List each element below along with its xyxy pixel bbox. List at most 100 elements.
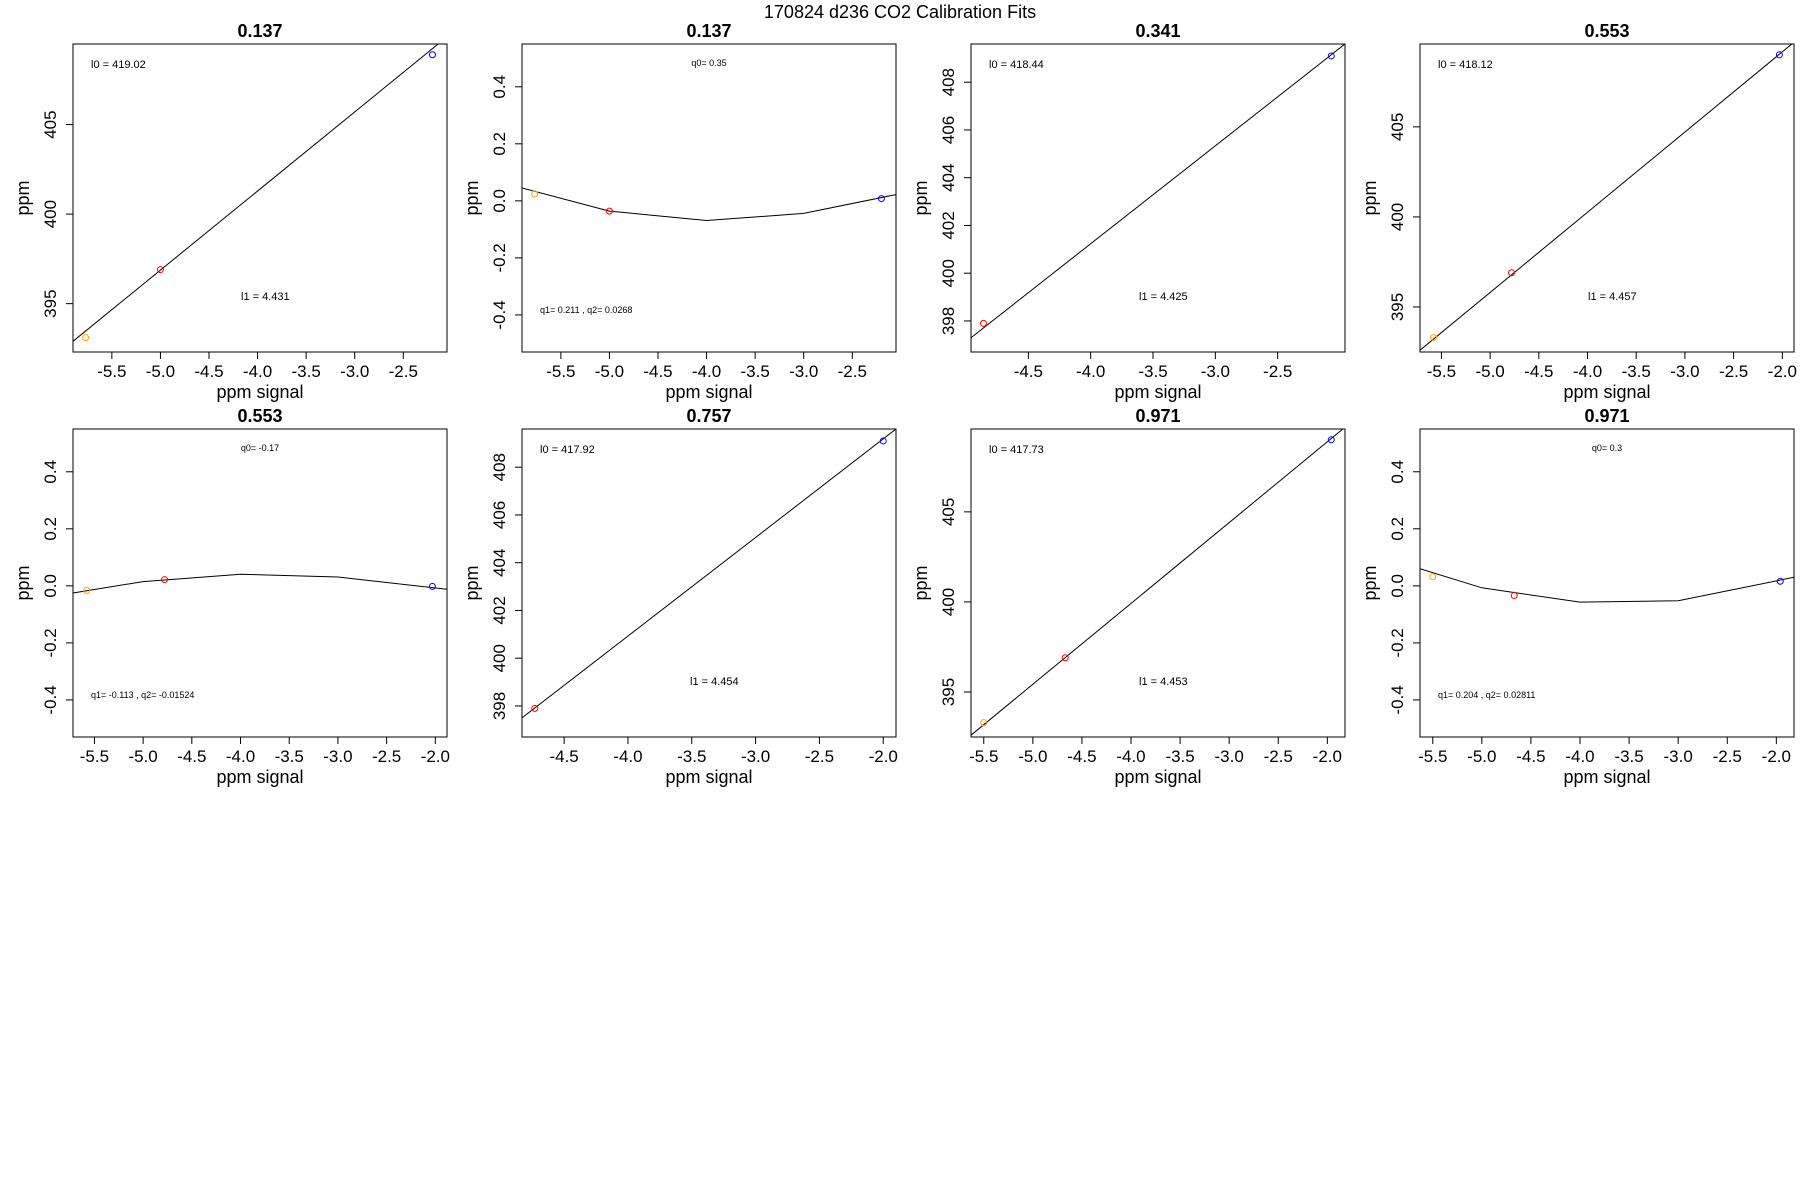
plot-frame <box>521 428 897 738</box>
x-tick-label: -5.5 <box>969 747 998 766</box>
x-tick-label: -5.0 <box>1018 747 1047 766</box>
x-tick-label: -5.0 <box>1467 747 1496 766</box>
y-tick-label: 0.4 <box>490 75 509 99</box>
y-tick-label: -0.2 <box>1388 628 1407 657</box>
y-tick-label: 395 <box>939 678 958 706</box>
y-tick-label: 402 <box>490 596 509 624</box>
panel-5: 0.553 -5.5 -5.0 -4.5 -4.0 -3.5 -3.0 -2.5 -2.0 ppm… <box>13 406 450 787</box>
y-tick-label: 0.2 <box>41 517 60 541</box>
x-tick-label: -2.5 <box>1713 747 1742 766</box>
data-point <box>1061 654 1069 662</box>
y-tick-label: 0.4 <box>41 460 60 484</box>
x-tick-label: -2.0 <box>421 747 450 766</box>
y-axis-label: ppm <box>13 180 33 215</box>
x-axis-label: ppm signal <box>1114 767 1201 787</box>
y-tick-label: 404 <box>490 549 509 577</box>
panel-title: 0.971 <box>1584 406 1629 426</box>
x-tick-label: -3.0 <box>741 747 770 766</box>
slope-annotation: l1 = 4.454 <box>690 676 739 688</box>
panel-title: 0.137 <box>237 21 282 41</box>
y-axis-label: ppm <box>911 565 931 600</box>
y-tick-label: 400 <box>939 259 958 287</box>
data-point <box>531 704 539 712</box>
y-tick-label: 408 <box>939 68 958 96</box>
x-tick-label: -5.0 <box>1475 362 1504 381</box>
data-point <box>1510 592 1518 600</box>
x-tick-label: -5.0 <box>595 362 624 381</box>
x-tick-label: -3.0 <box>1670 362 1699 381</box>
x-tick-label: -4.0 <box>1565 747 1594 766</box>
x-tick-label: -2.5 <box>389 362 418 381</box>
y-tick-label: 0.0 <box>1388 574 1407 598</box>
fit-line <box>73 573 447 594</box>
x-tick-label: -3.5 <box>1138 362 1167 381</box>
x-tick-label: -5.5 <box>97 362 126 381</box>
y-tick-label: 400 <box>41 200 60 228</box>
panel-title: 0.553 <box>237 406 282 426</box>
x-tick-label: -4.5 <box>643 362 672 381</box>
data-point <box>428 582 436 590</box>
y-tick-label: 395 <box>1388 293 1407 321</box>
x-tick-label: -3.5 <box>740 362 769 381</box>
y-tick-label: 408 <box>490 453 509 481</box>
y-axis-label: ppm <box>911 180 931 215</box>
panel-title: 0.137 <box>686 21 731 41</box>
x-tick-label: -4.5 <box>1516 747 1545 766</box>
x-tick-label: -3.0 <box>323 747 352 766</box>
plot-frame <box>72 43 448 353</box>
intercept-annotation: l0 = 418.12 <box>1438 59 1493 71</box>
x-tick-label: -2.0 <box>869 747 898 766</box>
data-point <box>161 576 169 584</box>
data-point <box>879 437 887 445</box>
x-tick-label: -4.5 <box>177 747 206 766</box>
x-tick-label: -2.0 <box>1313 747 1342 766</box>
y-axis-label: ppm <box>1360 180 1380 215</box>
x-tick-label: -3.0 <box>789 362 818 381</box>
intercept-annotation: l0 = 418.44 <box>989 59 1044 71</box>
plot-frame <box>970 428 1346 738</box>
y-tick-label: -0.4 <box>41 685 60 714</box>
y-tick-label: -0.4 <box>1388 685 1407 714</box>
y-axis-label: ppm <box>462 180 482 215</box>
x-tick-label: -3.0 <box>340 362 369 381</box>
y-tick-label: 0.2 <box>490 132 509 156</box>
x-tick-label: -2.0 <box>1768 362 1797 381</box>
x-tick-label: -3.5 <box>291 362 320 381</box>
panels: 0.137 -5.5 -5.0 -4.5 -4.0 -3.5 -3.0 -2.5 ppm sig… <box>13 21 1797 787</box>
fit-line <box>1420 568 1794 603</box>
panel-title: 0.971 <box>1135 406 1180 426</box>
panel-2: 0.137 -5.5 -5.0 -4.5 -4.0 -3.5 -3.0 -2.5 ppm sig… <box>462 21 897 402</box>
slope-annotation: l1 = 4.431 <box>241 291 290 303</box>
q1-q2-annotation: q1= 0.204 , q2= 0.02811 <box>1438 690 1535 700</box>
fit-line <box>971 429 1344 736</box>
q0-annotation: q0= 0.3 <box>1592 443 1622 453</box>
slope-annotation: l1 = 4.457 <box>1588 291 1637 303</box>
x-tick-label: -2.5 <box>1264 747 1293 766</box>
plot-frame <box>1419 43 1795 353</box>
y-tick-label: 0.4 <box>1388 460 1407 484</box>
y-tick-label: 395 <box>41 289 60 317</box>
x-tick-label: -5.5 <box>1427 362 1456 381</box>
y-tick-label: 398 <box>939 307 958 335</box>
y-tick-label: 0.2 <box>1388 517 1407 541</box>
y-tick-label: -0.2 <box>41 628 60 657</box>
y-tick-label: 405 <box>41 110 60 138</box>
x-tick-label: -4.0 <box>613 747 642 766</box>
x-tick-label: -4.0 <box>1116 747 1145 766</box>
x-tick-label: -5.0 <box>128 747 157 766</box>
x-axis-label: ppm signal <box>1563 382 1650 402</box>
x-tick-label: -3.5 <box>275 747 304 766</box>
panel-7: 0.971 -5.5 -5.0 -4.5 -4.0 -3.5 -3.0 -2.5 -2.0 ppm… <box>911 406 1346 787</box>
data-point <box>428 51 436 59</box>
panel-title: 0.757 <box>686 406 731 426</box>
x-tick-label: -5.0 <box>146 362 175 381</box>
q0-annotation: q0= -0.17 <box>241 443 279 453</box>
data-point <box>1429 573 1437 581</box>
y-tick-label: 400 <box>490 644 509 672</box>
data-point <box>531 190 539 198</box>
panel-1: 0.137 -5.5 -5.0 -4.5 -4.0 -3.5 -3.0 -2.5 ppm sig… <box>13 21 448 402</box>
x-tick-label: -2.5 <box>372 747 401 766</box>
data-point <box>1430 334 1438 342</box>
x-tick-label: -3.0 <box>1664 747 1693 766</box>
x-tick-label: -4.0 <box>243 362 272 381</box>
